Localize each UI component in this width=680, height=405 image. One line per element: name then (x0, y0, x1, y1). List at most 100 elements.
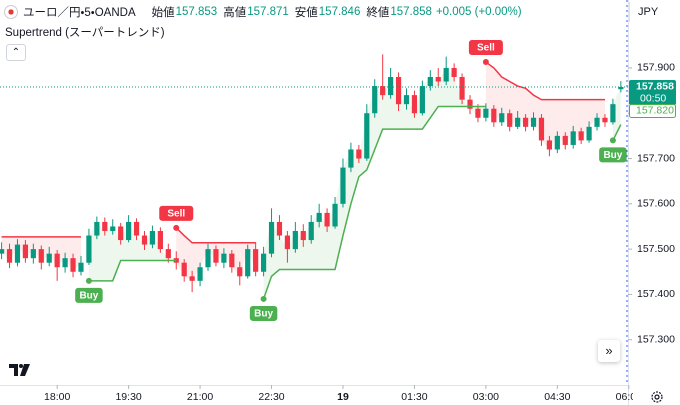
y-tick-label: 157.900 (637, 62, 675, 74)
symbol-icon (4, 5, 18, 19)
countdown: 00:50 (640, 93, 666, 105)
ohlc-label: 終値 (366, 7, 390, 19)
x-tick-label: 04:30 (544, 391, 570, 403)
time-axis: 18:00 19:30 21:00 22:30 19 01:30 03:00 04:30 06:… (44, 385, 633, 403)
candle-body (149, 231, 156, 245)
candle-body (253, 249, 259, 272)
x-tick-label: 19:30 (115, 391, 141, 403)
candle-body (260, 253, 267, 272)
signal-label: Sell (167, 208, 185, 219)
signal-dot (85, 277, 92, 284)
candle-body (245, 249, 251, 277)
signal-dot (260, 295, 267, 302)
candle-body (126, 221, 132, 241)
candle-body (372, 86, 378, 114)
signal-badge (75, 287, 103, 303)
candle-body (530, 117, 537, 127)
candle-body (380, 86, 386, 96)
candle-body (165, 249, 171, 259)
plot-area: Buy Buy Buy Sell Sell (0, 40, 628, 321)
trend-price-label: 157.820 (636, 105, 674, 117)
price-axis: 157.300 157.400 157.500 157.600 157.700 157.8… (628, 62, 676, 345)
candle-body (538, 117, 545, 141)
candle-body (110, 226, 116, 231)
signal-badge (468, 40, 503, 56)
candle-body (554, 135, 560, 150)
indicator-label[interactable]: Supertrend (スーパートレンド) (5, 27, 165, 39)
candle-body (403, 95, 410, 105)
candle-body (578, 131, 584, 141)
ohlc-value: 157.871 (247, 6, 289, 18)
supertrend-line (88, 259, 177, 282)
trend-price-tag (629, 103, 676, 118)
candle-body (38, 249, 44, 263)
candle-body (229, 253, 235, 268)
signal-label: Sell (477, 43, 495, 54)
candle-body (618, 86, 624, 90)
tradingview-logo (9, 364, 30, 376)
supertrend-line (175, 227, 256, 244)
y-tick-label: 157.600 (637, 198, 675, 210)
candle-body (102, 221, 108, 231)
ohlc-value: 157.858 (390, 6, 432, 18)
trend-fill (485, 62, 605, 150)
candle-body (364, 113, 370, 159)
candle-body (70, 258, 76, 272)
y-tick-label: 157.500 (637, 243, 675, 255)
candle-body (332, 203, 338, 227)
signal-dot (482, 59, 489, 66)
x-tick-label: 22:30 (258, 391, 284, 403)
candle-body (46, 253, 52, 263)
candle-body (586, 126, 592, 141)
candle-body (197, 267, 203, 281)
candle-body (133, 221, 140, 236)
candle-body (475, 108, 481, 118)
signal-badge (249, 305, 278, 321)
ohlc-label: 高値 (223, 7, 247, 19)
y-tick-label: 157.400 (637, 288, 675, 300)
symbol[interactable]: ユーロ／円・5・OANDA (23, 7, 136, 19)
collapse-button[interactable]: ⌃ (6, 44, 26, 61)
candle-body (419, 86, 425, 114)
candle-body (86, 235, 92, 263)
settings-icon[interactable] (651, 391, 663, 403)
scroll-to-realtime-button[interactable]: » (598, 340, 620, 362)
candle-body (276, 221, 283, 236)
candle-body (189, 276, 195, 281)
candle-body (221, 253, 227, 263)
trend-fill (263, 67, 486, 299)
currency[interactable]: JPY (629, 2, 677, 22)
candle-body (308, 221, 314, 241)
candle-body (610, 104, 616, 123)
candle-body (30, 249, 36, 259)
candle-body (467, 99, 473, 109)
supertrend-line (262, 105, 486, 300)
candle-body (395, 77, 402, 105)
candle-body (499, 113, 505, 123)
candle-body (594, 117, 600, 127)
candle-body (284, 235, 291, 250)
signal-label: Buy (79, 290, 98, 301)
candle-body (546, 140, 553, 150)
candle-body (157, 231, 163, 250)
candle-body (292, 231, 298, 250)
supertrend-line (485, 61, 605, 101)
candle-body (141, 235, 148, 245)
candle-body (356, 149, 362, 159)
candle-body (451, 67, 457, 77)
x-tick-label: 19 (337, 391, 349, 403)
candle-body (118, 226, 124, 241)
candle-body (602, 117, 608, 123)
x-tick-label: 03:00 (473, 391, 499, 403)
x-tick-label: 18:00 (44, 391, 70, 403)
candle-body (6, 249, 13, 263)
candle-body (300, 231, 306, 241)
x-tick-label: 21:00 (187, 391, 213, 403)
candle-body (213, 249, 219, 263)
y-tick-label: 157.700 (637, 152, 675, 164)
candle-body (491, 108, 497, 123)
last-price-tag (629, 79, 676, 105)
candle-body (340, 167, 346, 204)
